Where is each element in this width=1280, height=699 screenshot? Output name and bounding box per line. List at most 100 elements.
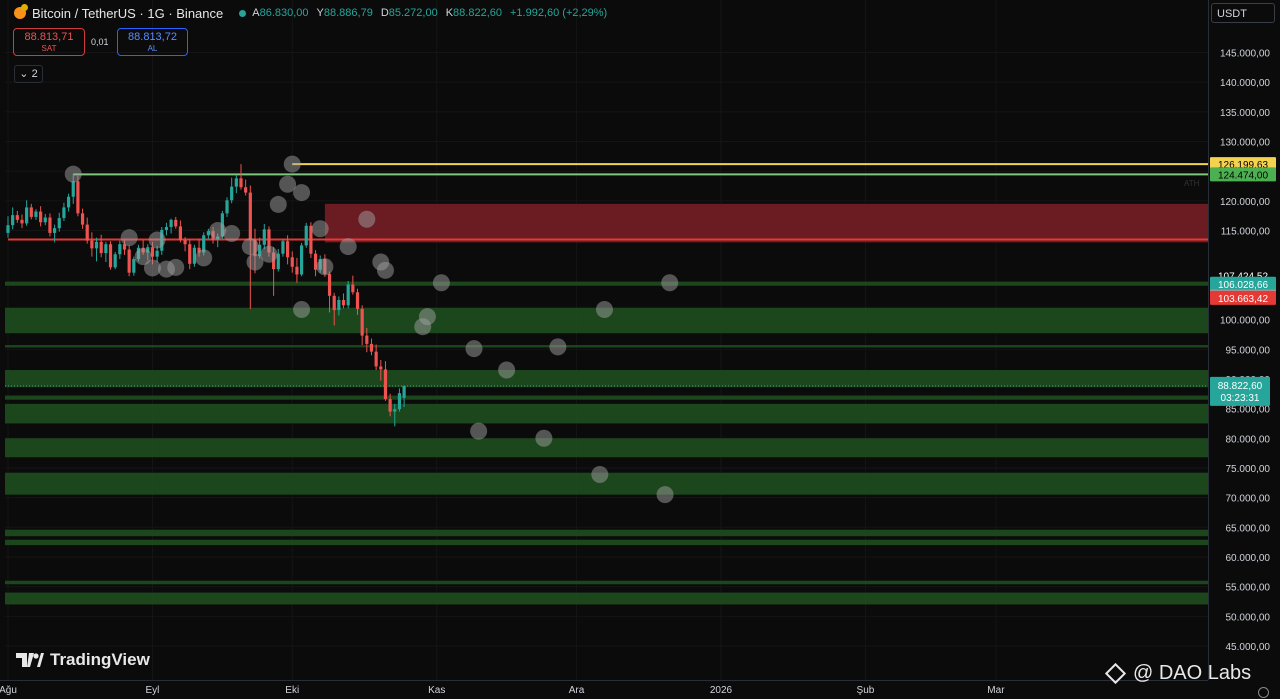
support-zone <box>5 539 1208 546</box>
support-zone <box>5 438 1208 458</box>
candle-body <box>267 229 271 253</box>
buy-label: AL <box>147 44 158 53</box>
candle-body <box>355 292 360 309</box>
tradingview-icon <box>16 653 44 667</box>
pivot-marker <box>143 259 161 277</box>
candle-body <box>174 219 178 227</box>
credit-text: @ DAO Labs <box>1133 662 1252 684</box>
indicators-toggle-button[interactable]: ⌄ 2 <box>14 65 43 83</box>
high-value: 88.886,79 <box>323 7 373 19</box>
pivot-marker <box>595 300 613 318</box>
close-label: K <box>445 7 454 19</box>
candle-body <box>234 178 238 187</box>
candle-body <box>169 219 173 227</box>
candle-body <box>155 250 159 257</box>
candle-body <box>188 244 192 264</box>
candle-body <box>150 247 155 257</box>
price-tick-label: 75.000,00 <box>1226 464 1271 475</box>
time-tick-label: Eyl <box>146 685 160 696</box>
settings-icon[interactable] <box>1258 687 1269 698</box>
candle-body <box>122 244 127 250</box>
candle-body <box>346 284 350 306</box>
candle-body <box>379 366 383 370</box>
symbol-header[interactable]: Bitcoin / TetherUS · 1G · Binance A86.83… <box>14 4 607 21</box>
sell-button[interactable]: 88.813,71 SAT <box>13 28 85 56</box>
price-tick-label: 50.000,00 <box>1226 612 1271 623</box>
pivot-marker <box>279 175 297 193</box>
support-zone <box>5 281 1208 286</box>
support-zone <box>5 395 1208 400</box>
pivot-marker <box>120 229 138 247</box>
dao-logo-icon <box>1104 662 1127 685</box>
chevron-down-icon: ⌄ <box>19 68 29 80</box>
support-zone <box>5 580 1208 585</box>
price-tick-label: 100.000,00 <box>1220 316 1270 327</box>
candle-body <box>90 240 94 249</box>
candle-body <box>127 249 131 273</box>
tradingview-logo: TradingView <box>16 650 150 670</box>
support-zone <box>5 345 1208 348</box>
currency-select[interactable]: USDT <box>1211 3 1275 23</box>
candle-body <box>85 224 89 241</box>
support-zone <box>5 403 1208 424</box>
ohlc-values: A86.830,00 Y88.886,79 D85.272,00 K88.822… <box>252 7 607 19</box>
symbol-title[interactable]: Bitcoin / TetherUS · 1G · Binance <box>32 5 224 21</box>
open-label: A <box>252 7 260 19</box>
candle-body <box>332 295 336 311</box>
candle-body <box>327 273 332 296</box>
sell-label: SAT <box>41 44 57 53</box>
candle-body <box>80 213 85 225</box>
supply-zone <box>324 203 1208 243</box>
candle-body <box>374 351 378 367</box>
candle-body <box>258 244 262 257</box>
time-tick-label: 2026 <box>710 685 733 696</box>
currency-label: USDT <box>1217 8 1247 20</box>
support-zone <box>5 529 1208 537</box>
pivot-marker <box>358 210 376 228</box>
pivot-marker <box>498 361 516 379</box>
price-tick-label: 120.000,00 <box>1220 197 1270 208</box>
candle-body <box>178 226 183 241</box>
candle-body <box>20 219 24 224</box>
price-tick-label: 55.000,00 <box>1226 583 1271 594</box>
pivot-marker <box>293 300 311 318</box>
bitcoin-icon <box>14 4 28 19</box>
price-tick-label: 80.000,00 <box>1226 434 1271 445</box>
candle-body <box>34 211 38 217</box>
candle-body <box>360 308 364 336</box>
candle-body <box>202 235 206 253</box>
price-label-text: 106.028,66 <box>1218 280 1268 291</box>
candle-body <box>25 207 29 224</box>
time-tick-label: Şub <box>857 685 875 696</box>
support-zone <box>5 370 1208 388</box>
time-tick-label: Ağu <box>0 685 17 696</box>
price-tick-label: 60.000,00 <box>1226 553 1271 564</box>
candle-body <box>281 241 285 254</box>
candle-body <box>365 335 369 344</box>
candle-body <box>309 225 313 254</box>
pivot-marker <box>316 258 334 276</box>
candle-body <box>351 284 355 293</box>
candle-body <box>341 299 346 306</box>
price-tick-label: 85.000,00 <box>1226 405 1271 416</box>
tradingview-wordmark: TradingView <box>50 650 150 669</box>
price-tick-label: 130.000,00 <box>1220 138 1270 149</box>
buy-button[interactable]: 88.813,72 AL <box>117 28 188 56</box>
pivot-marker <box>656 486 674 504</box>
candle-body <box>225 200 229 214</box>
change-value: +1.992,60 (+2,29%) <box>509 7 608 19</box>
pivot-marker <box>311 220 329 238</box>
candle-body <box>62 207 66 219</box>
price-tick-label: 70.000,00 <box>1226 494 1271 505</box>
candle-body <box>57 218 61 229</box>
candle-body <box>304 225 308 246</box>
candle-body <box>48 217 52 233</box>
price-label-text: 124.474,00 <box>1218 170 1268 181</box>
price-tick-label: 95.000,00 <box>1226 345 1271 356</box>
candle-body <box>262 229 266 245</box>
support-zone <box>5 592 1208 605</box>
candle-body <box>402 385 406 398</box>
spread-value: 0,01 <box>91 37 109 47</box>
pivot-marker <box>134 248 152 266</box>
